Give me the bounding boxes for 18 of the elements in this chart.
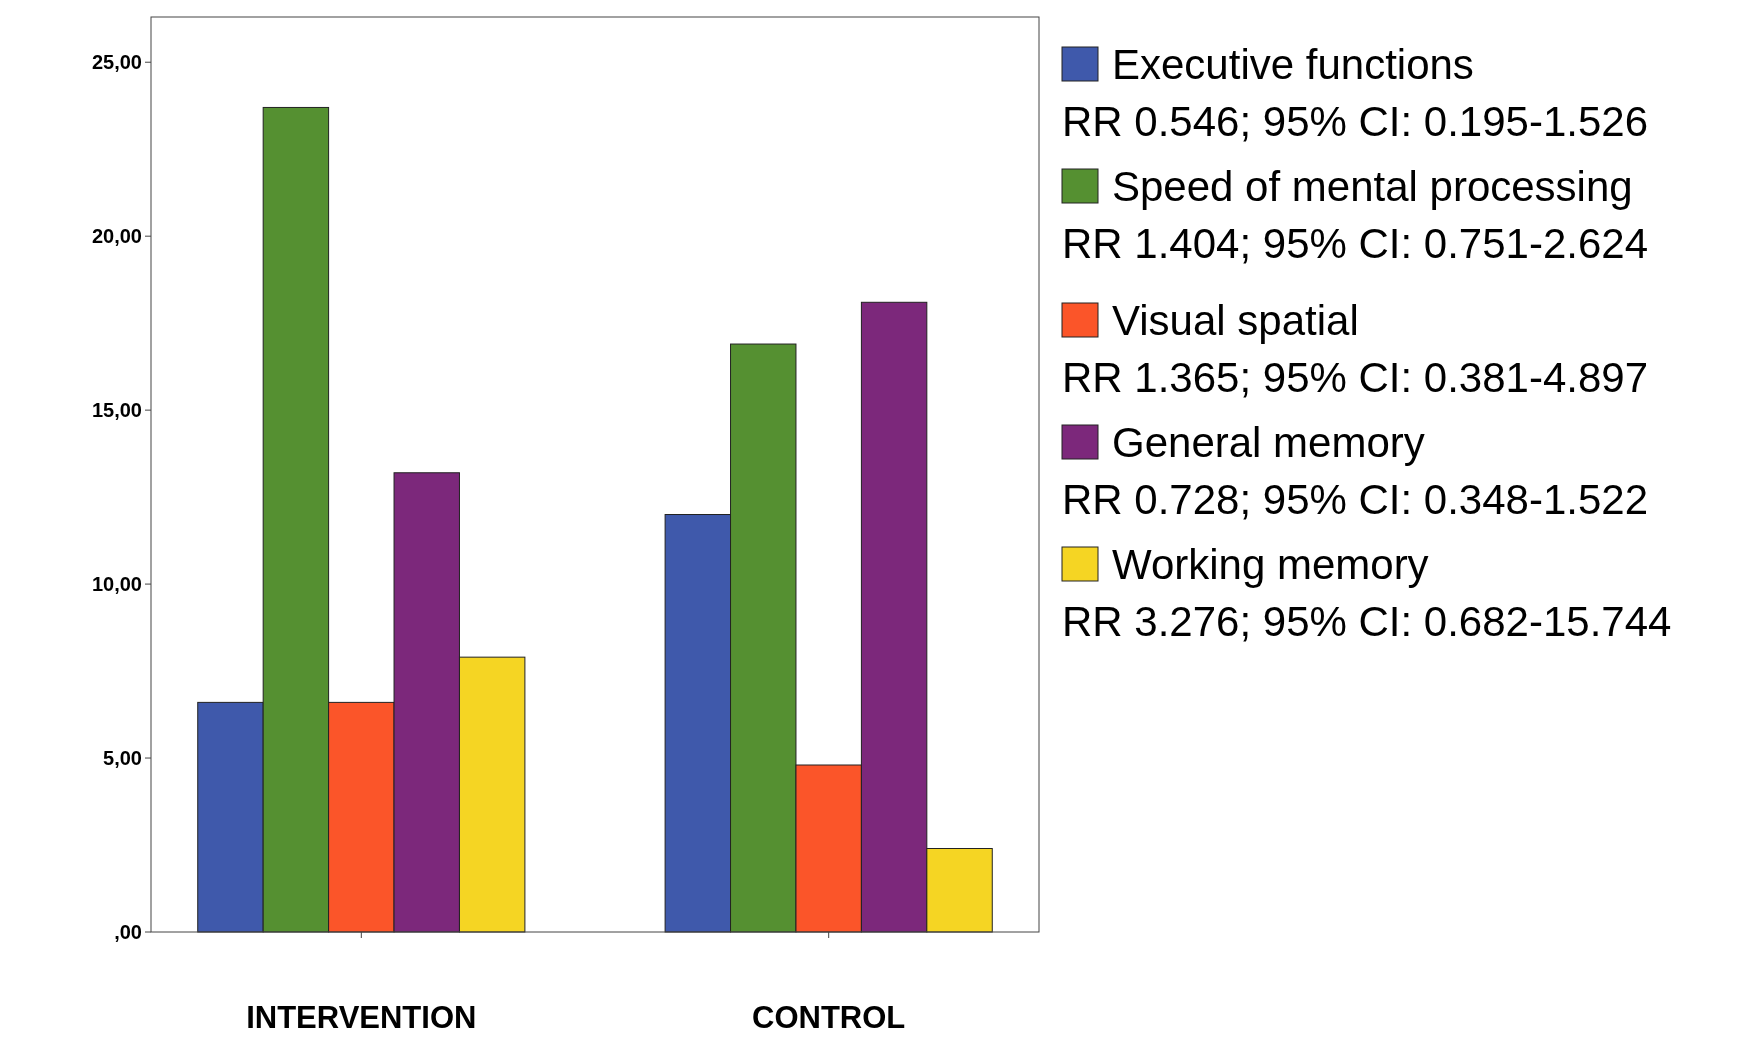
y-tick-label: 10,00 [91, 573, 142, 596]
legend-label: General memory [1112, 418, 1425, 466]
y-tick-label: 15,00 [91, 399, 142, 422]
text: RR 0.728; 95% CI: 0.348-1.522 [1062, 475, 1649, 523]
legend-label: Speed of mental processing [1112, 162, 1633, 210]
x-tick-label: INTERVENTION [246, 1000, 477, 1035]
legend-label: Working memory [1112, 540, 1429, 588]
y-tick-label: 25,00 [91, 51, 142, 74]
text: RR 3.276; 95% CI: 0.682-15.744 [1062, 597, 1672, 645]
y-tick-label: ,00 [114, 921, 142, 943]
y-tick-label: 5,00 [103, 747, 142, 770]
text: RR 0.546; 95% CI: 0.195-1.526 [1062, 97, 1649, 145]
text: RR 1.365; 95% CI: 0.381-4.897 [1062, 353, 1649, 401]
legend-label: Visual spatial [1112, 296, 1359, 344]
legend-label: Executive functions [1112, 40, 1474, 88]
text: RR 1.404; 95% CI: 0.751-2.624 [1062, 219, 1649, 267]
y-tick-label: 20,00 [91, 225, 142, 248]
x-tick-label: CONTROL [752, 1000, 906, 1035]
